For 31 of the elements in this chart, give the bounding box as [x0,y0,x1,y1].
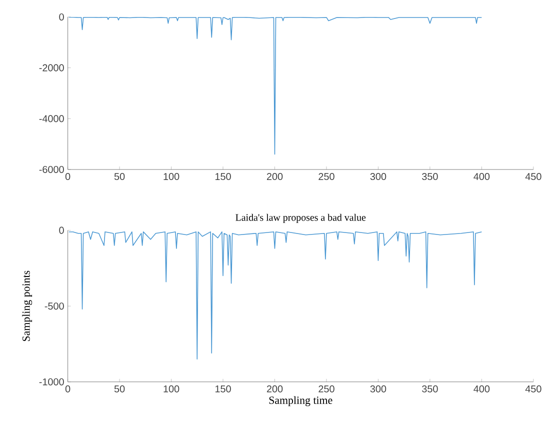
y-axis-title: Sampling points [22,270,32,342]
chart-title: Laida's law proposes a bad value [236,214,366,223]
x-tick-label: 350 [422,386,438,393]
x-tick-label: 0 [65,386,70,393]
x-tick-label: 100 [164,173,180,180]
x-tick-label: 300 [370,386,386,393]
x-tick-label: 50 [114,173,125,180]
y-tick-label: 0 [59,14,64,21]
x-tick-label: 250 [318,386,334,393]
x-tick-label: 0 [65,173,70,180]
x-tick-label: 400 [474,386,490,393]
y-tick-label: 0 [59,226,64,234]
y-tick-label: -1000 [39,378,64,386]
y-tick-label: -6000 [39,166,64,174]
x-tick-label: 350 [422,173,438,180]
y-tick-label: -4000 [39,115,64,122]
y-tick-label: -2000 [39,64,64,72]
x-tick-label: 450 [525,173,542,180]
x-tick-label: 300 [370,173,386,180]
x-tick-label: 150 [215,173,231,180]
x-tick-label: 200 [266,386,283,393]
x-tick-label: 450 [525,386,542,393]
line-series [68,232,482,360]
x-tick-label: 200 [266,173,283,180]
x-tick-label: 400 [474,173,490,180]
x-tick-label: 100 [164,386,180,393]
y-tick-label: -500 [44,302,64,310]
x-tick-label: 50 [114,386,125,393]
x-tick-label: 250 [318,173,334,180]
x-axis-title: Sampling time [269,396,332,406]
x-tick-label: 150 [215,386,231,393]
